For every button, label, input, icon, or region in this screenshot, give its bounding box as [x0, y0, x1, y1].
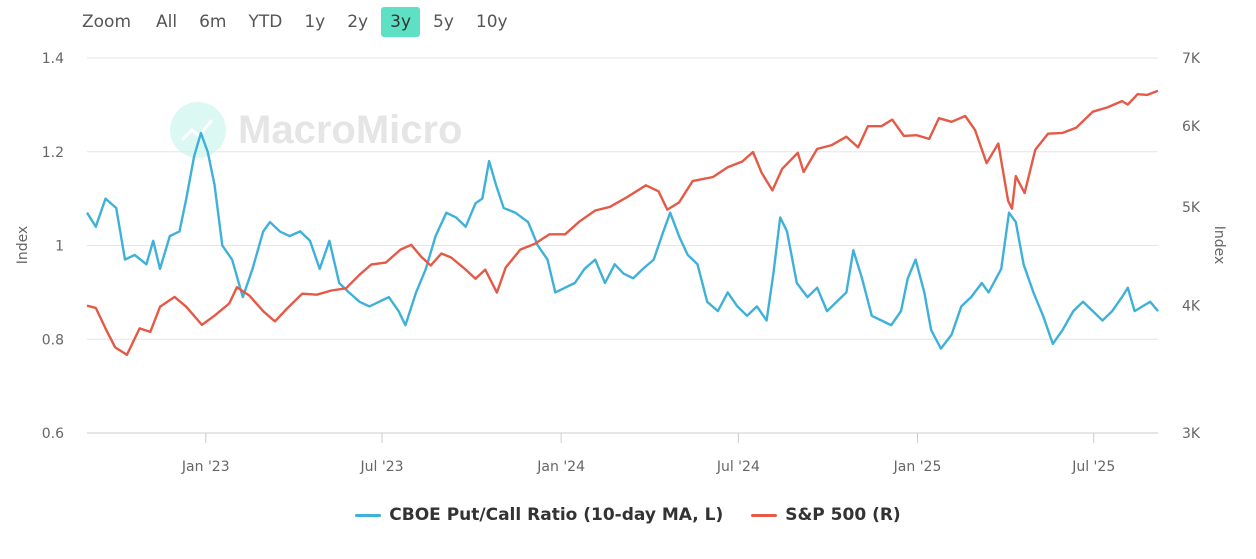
- range-ytd-button[interactable]: YTD: [248, 12, 283, 32]
- legend-item-put-call[interactable]: CBOE Put/Call Ratio (10-day MA, L): [355, 505, 723, 525]
- y-right-tick-label: 5K: [1182, 200, 1201, 216]
- y-right-tick-label: 4K: [1182, 299, 1201, 315]
- legend-swatch-sp500: [751, 513, 778, 517]
- y-right-tick-label: 3K: [1182, 426, 1201, 442]
- series-group: [85, 89, 1159, 356]
- y-axis-left: 1.4 1.2 1 0.8 0.6: [42, 51, 64, 442]
- watermark: MacroMicro: [170, 102, 463, 158]
- watermark-logo-icon: [170, 102, 226, 158]
- legend-swatch-put-call: [355, 513, 382, 517]
- range-10y-button[interactable]: 10y: [475, 12, 508, 32]
- y-axis-right-title: Index: [1211, 226, 1227, 265]
- legend: CBOE Put/Call Ratio (10-day MA, L) S&P 5…: [0, 505, 1256, 525]
- range-5y-button[interactable]: 5y: [433, 12, 454, 32]
- x-tick-label: Jan '23: [181, 459, 230, 475]
- range-2y-button[interactable]: 2y: [347, 12, 369, 32]
- x-tick-label: Jan '24: [536, 459, 585, 475]
- legend-item-sp500[interactable]: S&P 500 (R): [751, 505, 901, 525]
- range-3y-button[interactable]: 3y: [381, 7, 421, 37]
- range-1y-button[interactable]: 1y: [304, 12, 326, 32]
- series-line-put-call: [85, 131, 1159, 350]
- x-tick-label: Jul '23: [360, 459, 404, 475]
- y-left-tick-label: 0.8: [42, 332, 64, 348]
- range-6m-button[interactable]: 6m: [199, 12, 227, 32]
- y-right-tick-label: 6K: [1182, 119, 1201, 135]
- legend-label-sp500: S&P 500 (R): [785, 505, 901, 525]
- series-line-sp500: [86, 89, 1159, 356]
- legend-label-put-call: CBOE Put/Call Ratio (10-day MA, L): [389, 505, 724, 525]
- range-all-button[interactable]: All: [156, 12, 178, 32]
- y-right-tick-label: 7K: [1182, 51, 1201, 67]
- chart-area: MacroMicro Jan '23 Jul '23 Jan '24 Jul '24 J…: [15, 51, 1227, 475]
- x-tick-label: Jan '25: [893, 459, 942, 475]
- range-selector: Zoom All 6m YTD 1y 2y 3y 5y 10y: [78, 4, 521, 40]
- watermark-logo-arrow-icon: [180, 119, 214, 142]
- watermark-text: MacroMicro: [238, 108, 463, 152]
- y-left-tick-label: 1.4: [42, 51, 64, 67]
- x-axis: Jan '23 Jul '23 Jan '24 Jul '24 Jan '25 Jul '…: [87, 432, 1158, 475]
- y-left-tick-label: 0.6: [42, 426, 64, 442]
- y-axis-left-title: Index: [15, 226, 31, 265]
- zoom-label: Zoom: [82, 12, 132, 32]
- x-tick-label: Jul '25: [1071, 459, 1115, 475]
- y-left-tick-label: 1: [55, 239, 64, 255]
- y-axis-right: 7K 6K 5K 4K 3K: [1182, 51, 1201, 442]
- x-tick-label: Jul '24: [716, 459, 760, 475]
- y-left-tick-label: 1.2: [42, 145, 64, 161]
